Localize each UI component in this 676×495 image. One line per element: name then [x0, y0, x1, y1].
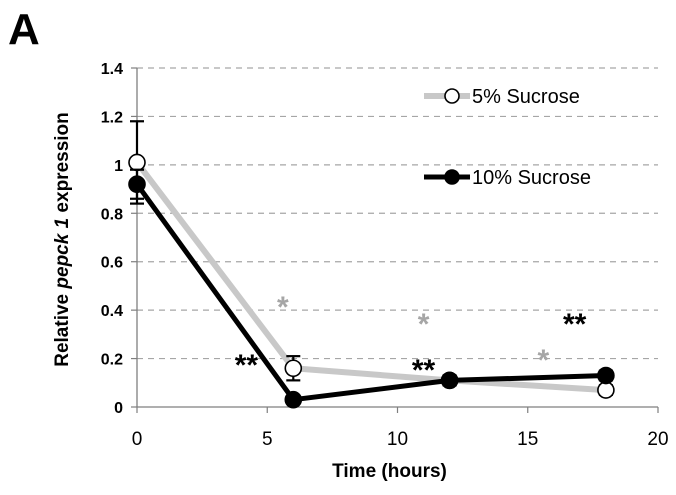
significance-marker: * — [538, 344, 550, 377]
y-axis-label-part: expression — [52, 112, 73, 218]
y-tick-labels: 0 0.2 0.4 0.6 0.8 1 1.2 1.4 — [101, 61, 123, 417]
x-tick-labels: 0 5 10 15 20 — [132, 429, 669, 450]
legend-label: 5% Sucrose — [472, 86, 580, 108]
y-axis-label-part: pepck 1 — [52, 218, 73, 290]
gridlines — [137, 67, 658, 360]
data-point — [128, 175, 146, 194]
data-point — [597, 366, 615, 385]
x-tick-label: 20 — [647, 429, 668, 450]
series-line-0 — [134, 160, 607, 394]
y-tick-label: 1 — [114, 158, 123, 175]
y-tick-label: 1.4 — [101, 61, 123, 78]
series-lines — [128, 120, 615, 409]
legend: 5% Sucrose 10% Sucrose — [424, 86, 591, 189]
y-tick-label: 0.6 — [101, 255, 123, 272]
significance-marker: * — [418, 308, 430, 341]
legend-marker-0 — [444, 88, 460, 104]
series-line-1 — [134, 182, 606, 403]
x-tick-label: 10 — [387, 429, 408, 450]
axes — [131, 67, 659, 413]
x-tick-label: 0 — [132, 429, 143, 450]
significance-marker: ** — [563, 308, 587, 341]
significance-marker: ** — [235, 349, 259, 382]
data-point — [284, 390, 303, 409]
y-tick-label: 0.2 — [101, 352, 123, 369]
significance-annotations: ****** *** — [235, 291, 587, 387]
y-tick-label: 1.2 — [101, 109, 123, 126]
data-point — [440, 371, 459, 390]
significance-marker: * — [277, 291, 289, 324]
panel-label: A — [8, 5, 40, 54]
significance-marker: ** — [412, 354, 436, 387]
y-axis-label-part: Relative — [52, 289, 73, 367]
legend-marker-1 — [444, 169, 460, 185]
x-tick-label: 15 — [517, 429, 538, 450]
y-tick-label: 0.4 — [101, 303, 123, 320]
y-tick-label: 0 — [114, 400, 123, 417]
x-axis-label: Time (hours) — [332, 461, 447, 482]
data-point — [597, 381, 615, 399]
data-point — [284, 359, 303, 378]
x-tick-label: 5 — [262, 429, 273, 450]
data-point — [128, 153, 146, 172]
y-tick-label: 0.8 — [101, 206, 123, 223]
legend-label: 10% Sucrose — [472, 167, 591, 189]
y-axis-label: Relative pepck 1 expression — [52, 112, 73, 367]
